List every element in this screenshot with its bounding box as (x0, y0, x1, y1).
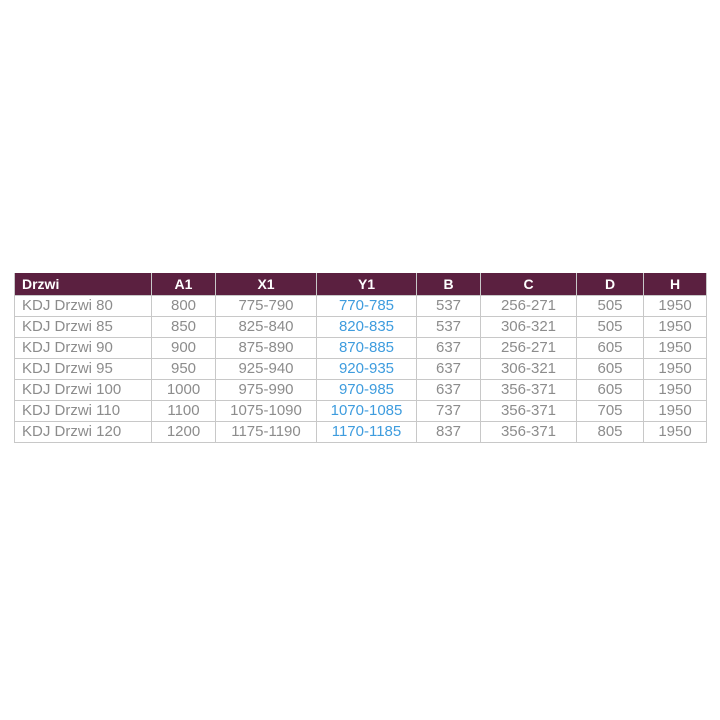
cell-h: 1950 (643, 336, 707, 359)
cell-a1: 1100 (151, 399, 216, 422)
table-head: Drzwi A1 X1 Y1 B C D H (14, 273, 707, 296)
cell-a1: 950 (151, 357, 216, 380)
column-header-c: C (480, 273, 577, 296)
cell-c: 256-271 (480, 336, 577, 359)
cell-y1: 770-785 (316, 294, 417, 317)
cell-d: 705 (576, 399, 644, 422)
cell-drzwi: KDJ Drzwi 110 (14, 399, 152, 422)
table-header-row: Drzwi A1 X1 Y1 B C D H (14, 273, 707, 296)
cell-b: 537 (416, 294, 481, 317)
cell-a1: 1200 (151, 420, 216, 443)
cell-drzwi: KDJ Drzwi 120 (14, 420, 152, 443)
cell-x1: 825-840 (215, 315, 317, 338)
cell-d: 505 (576, 294, 644, 317)
table-row: KDJ Drzwi 110 1100 1075-1090 1070-1085 737 35… (14, 399, 707, 422)
cell-x1: 975-990 (215, 378, 317, 401)
cell-h: 1950 (643, 315, 707, 338)
column-header-b: B (416, 273, 481, 296)
cell-x1: 775-790 (215, 294, 317, 317)
column-header-x1: X1 (215, 273, 317, 296)
cell-a1: 800 (151, 294, 216, 317)
cell-c: 356-371 (480, 420, 577, 443)
cell-x1: 1075-1090 (215, 399, 317, 422)
table-row: KDJ Drzwi 80 800 775-790 770-785 537 256-271 5… (14, 294, 707, 317)
cell-b: 637 (416, 336, 481, 359)
table-row: KDJ Drzwi 120 1200 1175-1190 1170-1185 837 35… (14, 420, 707, 443)
cell-c: 306-321 (480, 357, 577, 380)
cell-b: 637 (416, 378, 481, 401)
cell-y1: 920-935 (316, 357, 417, 380)
cell-c: 306-321 (480, 315, 577, 338)
cell-drzwi: KDJ Drzwi 90 (14, 336, 152, 359)
cell-drzwi: KDJ Drzwi 95 (14, 357, 152, 380)
cell-y1: 820-835 (316, 315, 417, 338)
cell-a1: 900 (151, 336, 216, 359)
column-header-a1: A1 (151, 273, 216, 296)
cell-x1: 925-940 (215, 357, 317, 380)
table-row: KDJ Drzwi 85 850 825-840 820-835 537 306-321 5… (14, 315, 707, 338)
cell-h: 1950 (643, 294, 707, 317)
cell-c: 356-371 (480, 399, 577, 422)
table-body: KDJ Drzwi 80 800 775-790 770-785 537 256-271 5… (14, 294, 707, 443)
table-row: KDJ Drzwi 100 1000 975-990 970-985 637 356-37… (14, 378, 707, 401)
column-header-drzwi: Drzwi (14, 273, 152, 296)
cell-h: 1950 (643, 357, 707, 380)
cell-c: 256-271 (480, 294, 577, 317)
cell-h: 1950 (643, 378, 707, 401)
cell-x1: 875-890 (215, 336, 317, 359)
table-row: KDJ Drzwi 90 900 875-890 870-885 637 256-271 6… (14, 336, 707, 359)
cell-drzwi: KDJ Drzwi 85 (14, 315, 152, 338)
cell-d: 605 (576, 378, 644, 401)
cell-d: 605 (576, 336, 644, 359)
cell-drzwi: KDJ Drzwi 100 (14, 378, 152, 401)
column-header-h: H (643, 273, 707, 296)
cell-b: 737 (416, 399, 481, 422)
cell-y1: 1070-1085 (316, 399, 417, 422)
table-row: KDJ Drzwi 95 950 925-940 920-935 637 306-321 6… (14, 357, 707, 380)
cell-d: 505 (576, 315, 644, 338)
cell-a1: 1000 (151, 378, 216, 401)
spec-table: Drzwi A1 X1 Y1 B C D H KDJ Drzwi 80 800 775-790 77… (14, 273, 707, 443)
cell-a1: 850 (151, 315, 216, 338)
column-header-d: D (576, 273, 644, 296)
cell-y1: 870-885 (316, 336, 417, 359)
cell-b: 637 (416, 357, 481, 380)
cell-drzwi: KDJ Drzwi 80 (14, 294, 152, 317)
cell-b: 837 (416, 420, 481, 443)
cell-y1: 970-985 (316, 378, 417, 401)
cell-d: 605 (576, 357, 644, 380)
cell-b: 537 (416, 315, 481, 338)
cell-c: 356-371 (480, 378, 577, 401)
cell-h: 1950 (643, 399, 707, 422)
cell-x1: 1175-1190 (215, 420, 317, 443)
cell-d: 805 (576, 420, 644, 443)
cell-h: 1950 (643, 420, 707, 443)
cell-y1: 1170-1185 (316, 420, 417, 443)
column-header-y1: Y1 (316, 273, 417, 296)
